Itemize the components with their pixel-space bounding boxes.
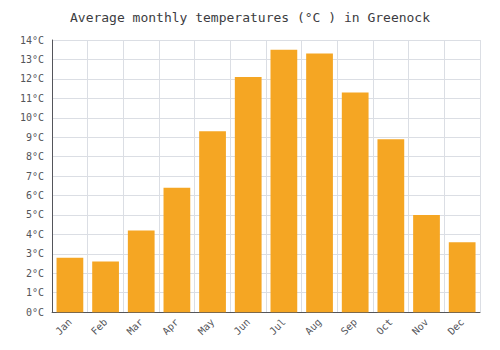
svg-text:2°C: 2°C xyxy=(26,268,44,279)
svg-text:Sep: Sep xyxy=(339,316,360,337)
svg-text:Oct: Oct xyxy=(374,316,395,337)
svg-text:7°C: 7°C xyxy=(26,171,44,182)
svg-text:Nov: Nov xyxy=(410,316,431,337)
svg-text:Dec: Dec xyxy=(446,316,467,337)
svg-text:13°C: 13°C xyxy=(20,54,44,65)
svg-text:12°C: 12°C xyxy=(20,73,44,84)
svg-text:Average monthly temperatures (: Average monthly temperatures (°C ) in Gr… xyxy=(70,10,430,25)
svg-text:14°C: 14°C xyxy=(20,35,44,46)
svg-text:8°C: 8°C xyxy=(26,151,44,162)
svg-text:May: May xyxy=(196,316,217,337)
svg-text:11°C: 11°C xyxy=(20,93,44,104)
svg-text:0°C: 0°C xyxy=(26,307,44,318)
svg-text:1°C: 1°C xyxy=(26,287,44,298)
svg-text:4°C: 4°C xyxy=(26,229,44,240)
svg-text:Mar: Mar xyxy=(125,316,146,337)
svg-text:Jun: Jun xyxy=(232,316,253,337)
svg-text:5°C: 5°C xyxy=(26,209,44,220)
svg-text:Feb: Feb xyxy=(89,316,110,337)
svg-text:Jul: Jul xyxy=(267,316,288,337)
svg-text:10°C: 10°C xyxy=(20,112,44,123)
svg-text:9°C: 9°C xyxy=(26,132,44,143)
svg-text:Aug: Aug xyxy=(303,316,324,337)
svg-text:6°C: 6°C xyxy=(26,190,44,201)
svg-text:Apr: Apr xyxy=(160,316,181,337)
svg-text:3°C: 3°C xyxy=(26,248,44,259)
svg-text:Jan: Jan xyxy=(53,316,74,337)
